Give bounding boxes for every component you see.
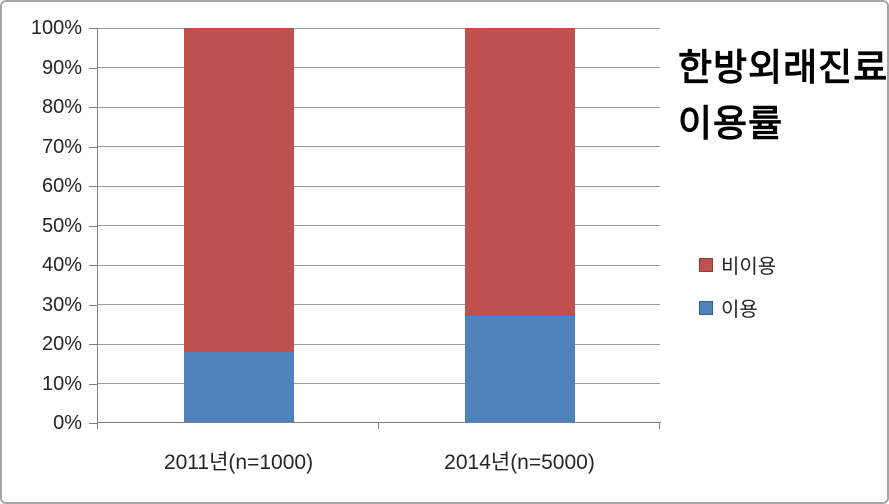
- y-axis-tick: [89, 225, 97, 227]
- y-axis-tick-label: 50%: [41, 214, 82, 237]
- y-axis-tick-label: 30%: [41, 293, 82, 316]
- y-axis-tick: [89, 186, 97, 187]
- chart-title-line-1: 한방외래진료: [678, 47, 889, 88]
- gridline: [98, 343, 660, 345]
- y-axis-tick: [89, 304, 97, 306]
- gridline: [98, 146, 660, 147]
- y-axis-tick-label: 10%: [41, 372, 82, 395]
- gridline: [98, 264, 660, 266]
- x-axis-line: [97, 422, 661, 423]
- y-axis-tick: [89, 107, 97, 108]
- bar-segment: [183, 351, 294, 423]
- y-axis-tick-label: 70%: [41, 135, 82, 158]
- y-axis-tick: [89, 67, 97, 69]
- gridline: [98, 225, 660, 226]
- legend-item: 이용: [699, 293, 776, 322]
- legend-label: 비이용: [721, 256, 777, 278]
- y-axis-tick-label: 40%: [41, 254, 82, 276]
- x-axis-tick: [659, 423, 660, 429]
- legend-item: 비이용: [699, 250, 776, 279]
- y-axis-tick: [89, 423, 97, 424]
- gridline: [98, 106, 660, 108]
- plot-area: [98, 27, 660, 423]
- chart-title-line-2: 이용률: [678, 102, 784, 144]
- x-axis-category-label: 2011년(n=1000): [163, 451, 314, 474]
- legend-swatch: [699, 257, 713, 272]
- y-axis-tick: [89, 28, 97, 29]
- bar-segment: [183, 28, 294, 352]
- y-axis-tick-label: 20%: [41, 333, 82, 355]
- gridline: [98, 383, 660, 384]
- y-axis-tick: [89, 265, 97, 266]
- y-axis-tick-label: 0%: [53, 412, 82, 434]
- y-axis-tick-label: 100%: [30, 17, 82, 39]
- y-axis-tick: [89, 383, 97, 385]
- legend-label: 이용: [721, 299, 758, 321]
- y-axis-tick-label: 80%: [41, 96, 82, 118]
- y-axis-tick: [89, 344, 97, 345]
- x-axis-tick: [97, 423, 98, 429]
- x-axis-category-label: 2014년(n=5000): [444, 451, 595, 474]
- gridline: [98, 304, 660, 305]
- y-axis-tick-label: 90%: [41, 56, 82, 79]
- gridline: [98, 67, 660, 68]
- bar-segment: [464, 316, 575, 423]
- bar-segment: [464, 28, 575, 317]
- chart-title: 한방외래진료 이용률: [678, 40, 889, 151]
- legend-swatch: [699, 300, 713, 315]
- gridline: [98, 27, 660, 29]
- gridline: [98, 185, 660, 187]
- x-axis-tick: [378, 423, 379, 429]
- y-axis-line: [97, 28, 98, 423]
- y-axis-tick-label: 60%: [41, 175, 82, 197]
- y-axis-tick: [89, 146, 97, 148]
